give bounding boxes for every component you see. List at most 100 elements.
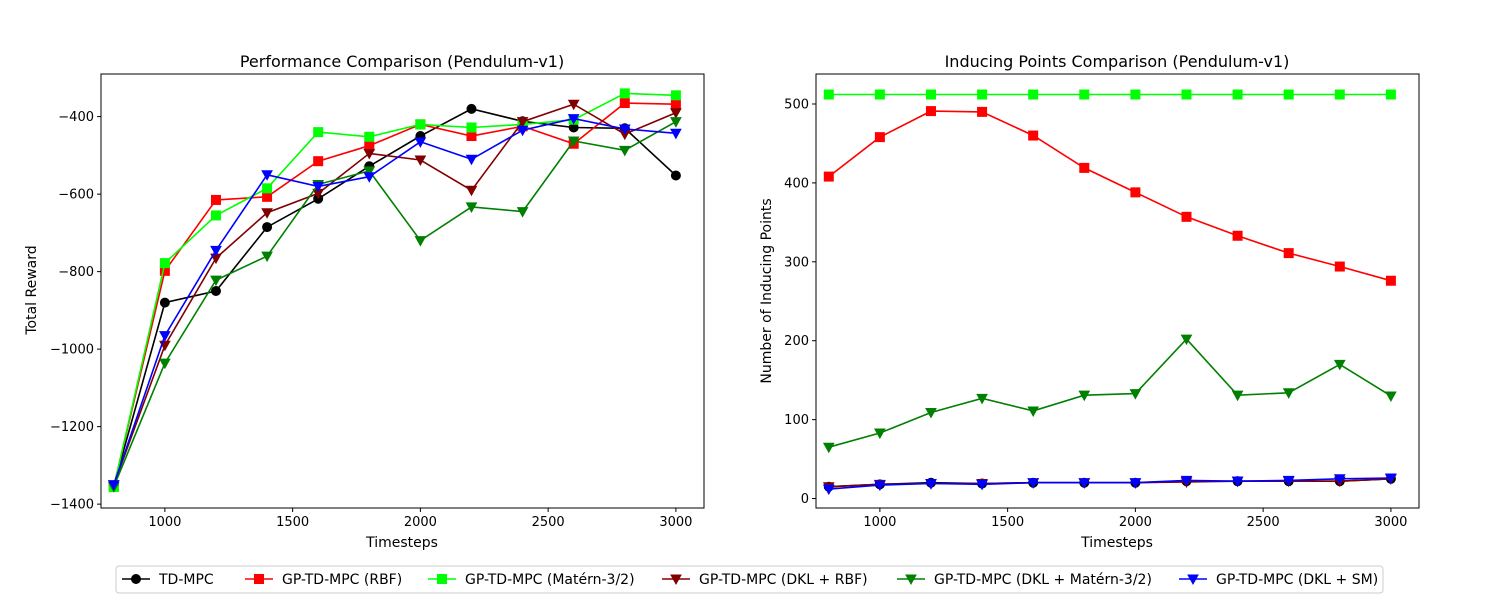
legend-marker <box>1187 574 1199 586</box>
legend-frame <box>115 565 1384 594</box>
data-point <box>874 132 885 143</box>
series-gp-td-mpc-dkl-sm <box>107 114 682 491</box>
data-point <box>1129 389 1142 400</box>
y-tick-label: −1200 <box>50 420 94 435</box>
series-line <box>113 108 677 486</box>
data-point <box>1385 89 1396 100</box>
legend-marker <box>131 574 141 584</box>
data-point <box>1181 211 1192 222</box>
y-axis-label: Number of Inducing Points <box>759 198 775 383</box>
data-point <box>1282 388 1295 399</box>
data-point <box>618 124 631 136</box>
data-point <box>414 137 427 148</box>
x-tick-label: 3000 <box>1374 515 1407 530</box>
data-point <box>1028 89 1039 100</box>
data-point <box>363 148 376 160</box>
plot-frame <box>100 73 705 509</box>
data-point <box>1079 162 1090 173</box>
y-tick-label: −600 <box>58 188 94 203</box>
y-tick-label: −800 <box>58 265 94 280</box>
y-tick-label: −1400 <box>50 498 94 513</box>
series-td-mpc <box>108 103 681 491</box>
data-point <box>210 194 221 205</box>
x-tick-label: 1500 <box>991 515 1024 530</box>
y-tick-label: −400 <box>58 110 94 125</box>
data-point <box>465 154 478 166</box>
x-tick-label: 1000 <box>863 515 896 530</box>
data-point <box>874 428 886 440</box>
data-point <box>874 89 885 100</box>
data-point <box>670 108 682 119</box>
data-point <box>466 131 477 141</box>
data-point <box>619 88 630 99</box>
legend-label: GP-TD-MPC (Matérn-3/2) <box>465 572 635 588</box>
data-point <box>159 358 171 370</box>
data-point <box>1079 89 1090 100</box>
data-point <box>210 275 222 287</box>
data-point <box>976 393 988 405</box>
data-point <box>1130 89 1141 100</box>
data-point <box>107 480 120 491</box>
data-point <box>1333 474 1346 485</box>
legend-marker <box>254 574 264 584</box>
series-line <box>828 477 1391 490</box>
series-line <box>828 110 1392 282</box>
data-point <box>1129 478 1142 489</box>
data-point <box>1385 275 1396 286</box>
legend-entry: GP-TD-MPC (Matérn-3/2) <box>428 572 635 588</box>
chart-title: Performance Comparison (Pendulum-v1) <box>240 52 564 71</box>
data-point <box>1385 391 1397 402</box>
data-point <box>925 408 937 419</box>
data-point <box>414 155 427 167</box>
data-point <box>925 89 936 100</box>
data-point <box>823 171 834 182</box>
data-point <box>363 166 376 177</box>
chart-title: Inducing Points Comparison (Pendulum-v1) <box>945 52 1290 71</box>
series-line <box>113 92 676 488</box>
y-tick-label: 200 <box>784 334 809 349</box>
x-tick-label: 2000 <box>404 515 437 530</box>
y-tick-label: 300 <box>784 255 809 270</box>
plot-frame <box>815 73 1420 509</box>
data-point <box>465 202 478 213</box>
x-tick-label: 1000 <box>148 515 181 530</box>
data-point <box>1027 478 1040 489</box>
data-point <box>1283 248 1294 259</box>
data-point <box>874 480 886 492</box>
series-line <box>828 337 1392 448</box>
data-point <box>261 251 273 263</box>
data-point <box>925 106 936 117</box>
data-point <box>1334 261 1345 272</box>
legend-entry: GP-TD-MPC (RBF) <box>245 572 402 588</box>
data-point <box>1078 478 1091 489</box>
inducing-points-chart: Inducing Points Comparison (Pendulum-v1)… <box>759 52 1420 551</box>
series-gp-td-mpc-mat-rn-3-2 <box>823 89 1396 100</box>
data-point <box>1078 390 1091 402</box>
data-point <box>1385 473 1397 485</box>
y-tick-label: 400 <box>784 176 809 191</box>
data-point <box>1130 187 1141 198</box>
legend-label: TD-MPC <box>158 572 214 588</box>
data-point <box>210 245 222 257</box>
legend-entry: GP-TD-MPC (DKL + Matérn-3/2) <box>897 572 1152 588</box>
series-gp-td-mpc-mat-rn-3-2 <box>108 88 681 493</box>
legend-marker <box>905 574 917 586</box>
x-axis-label: Timesteps <box>1080 535 1153 551</box>
data-point <box>1180 334 1193 346</box>
data-point <box>822 442 835 454</box>
data-point <box>1334 89 1345 100</box>
data-point <box>1231 476 1244 488</box>
performance-chart: Performance Comparison (Pendulum-v1) Tim… <box>24 52 705 551</box>
data-point <box>312 181 325 193</box>
data-point <box>977 89 988 100</box>
data-point <box>364 131 375 142</box>
y-tick-label: 500 <box>784 97 809 112</box>
data-point <box>159 258 170 269</box>
data-point <box>159 331 171 342</box>
legend-marker <box>670 574 682 586</box>
data-point <box>313 127 324 138</box>
data-point <box>670 117 682 128</box>
data-point <box>261 208 273 219</box>
y-tick-label: −1000 <box>50 343 94 358</box>
